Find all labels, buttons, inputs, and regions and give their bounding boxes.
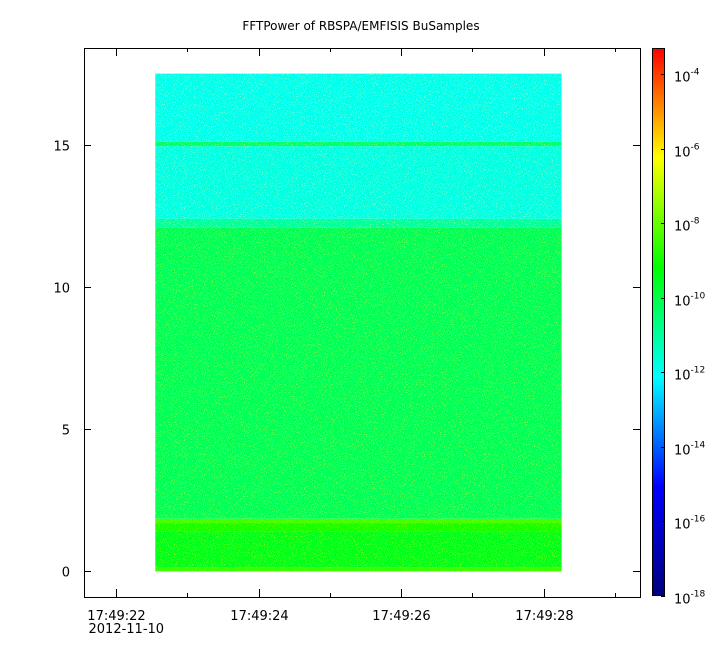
y-tick-label-5: 5 [62,424,70,439]
x-tick-label-22: 17:49:22 [87,609,145,624]
colorbar-tick-label--18: 10-18 [674,590,706,608]
heatmap-band-5 [155,218,562,228]
heatmap-band-8 [155,73,562,142]
y-tick-label-15: 15 [53,140,70,155]
chart-title: FFTPower of RBSPA/EMFISIS BuSamples [242,19,479,33]
x-tick-sublabel-date: 2012-11-10 [89,622,165,637]
colorbar-frame [652,48,665,596]
heatmap-band-1 [155,531,562,568]
y-axis: 0 5 10 15 [53,140,640,581]
colorbar-tick-exponent: -18 [691,590,706,600]
colorbar-tick-base: 10 [674,593,691,608]
x-tick-label-26: 17:49:26 [372,609,430,624]
heatmap-layer [155,73,562,572]
colorbar-tick-label--6: 10-6 [674,143,700,161]
colorbar-tick-base: 10 [674,295,691,310]
colorbar-tick-base: 10 [674,369,691,384]
x-tick-label-24: 17:49:24 [230,609,288,624]
colorbar-tick-exponent: -8 [691,217,700,227]
colorbar-tick-label--12: 10-12 [674,366,705,384]
colorbar-tick-label--10: 10-10 [674,292,706,310]
y-tick-label-10: 10 [53,282,70,297]
colorbar-tick-exponent: -14 [691,441,706,451]
colorbar-tick-exponent: -12 [691,366,706,376]
heatmap-bands [155,73,562,572]
colorbar-tick-label--14: 10-14 [674,441,706,459]
colorbar-tick-base: 10 [674,518,691,533]
colorbar-tick-base: 10 [674,220,691,235]
colorbar-tick-base: 10 [674,444,691,459]
colorbar-gradient [652,48,665,596]
colorbar-tick-exponent: -16 [691,515,706,525]
heatmap-band-6 [155,146,562,219]
x-tick-label-28: 17:49:28 [515,609,573,624]
colorbar-tick-exponent: -4 [691,68,700,78]
heatmap-band-2 [155,523,562,532]
heatmap-band-7 [155,141,562,147]
colorbar-tick-label--4: 10-4 [674,68,700,86]
heatmap-band-3 [155,518,562,524]
colorbar-tick-label--8: 10-8 [674,217,700,235]
plot-frame [84,48,641,598]
heatmap-band-4 [155,227,562,519]
colorbar-tick-base: 10 [674,146,691,161]
colorbar-tick-exponent: -10 [691,292,706,302]
heatmap-band-0 [155,567,562,572]
colorbar-tick-label--16: 10-16 [674,515,706,533]
colorbar-tick-base: 10 [674,71,691,86]
y-tick-label-0: 0 [62,566,70,581]
colorbar-tick-exponent: -6 [691,143,700,153]
